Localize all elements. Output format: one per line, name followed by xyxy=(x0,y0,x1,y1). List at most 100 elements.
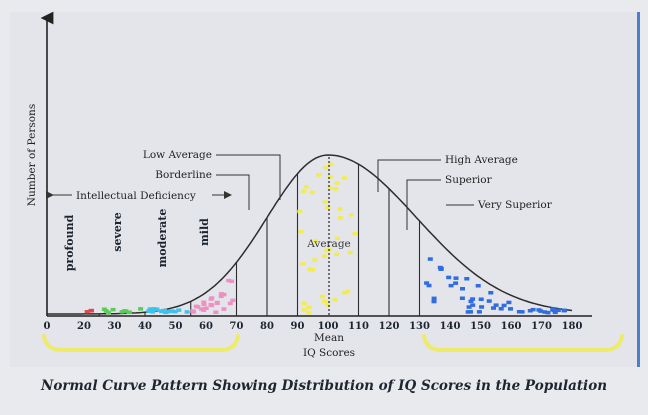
population-mark-very_superior xyxy=(424,281,430,285)
population-mark-mild xyxy=(221,307,227,311)
population-mark-severe xyxy=(119,310,125,314)
population-mark-very_superior xyxy=(453,281,459,285)
population-mark-average xyxy=(327,175,333,179)
population-mark-moderate xyxy=(176,308,182,312)
population-mark-moderate xyxy=(163,310,169,315)
population-mark-very_superior xyxy=(476,310,482,314)
population-mark-mild xyxy=(191,310,197,314)
population-mark-average xyxy=(345,289,351,294)
x-tick-label-140: 140 xyxy=(440,321,461,332)
population-mark-average xyxy=(300,262,306,266)
population-mark-average xyxy=(334,252,340,257)
population-mark-very_superior xyxy=(516,310,522,314)
population-mark-average xyxy=(301,308,307,312)
population-mark-average xyxy=(327,186,333,190)
annotation-low-average: Low Average xyxy=(143,149,212,161)
population-mark-moderate xyxy=(147,307,153,311)
population-mark-mild xyxy=(218,292,224,296)
population-mark-average xyxy=(337,207,343,211)
population-mark-severe xyxy=(110,307,116,312)
population-mark-very_superior xyxy=(431,299,437,304)
label-average: Average xyxy=(306,238,351,250)
population-mark-very_superior xyxy=(460,287,465,291)
population-mark-average xyxy=(324,248,330,253)
population-mark-very_superior xyxy=(470,297,476,301)
x-tick-label-30: 30 xyxy=(108,321,122,332)
population-mark-average xyxy=(320,294,325,299)
population-mark-very_superior xyxy=(542,310,548,314)
x-tick-label-160: 160 xyxy=(501,321,522,332)
population-mark-mild xyxy=(195,305,201,309)
population-mark-profound xyxy=(84,310,90,314)
x-tick-label-180: 180 xyxy=(562,321,583,332)
population-mark-very_superior xyxy=(438,267,444,271)
population-mark-mild xyxy=(209,303,215,308)
annotation-superior: Superior xyxy=(445,174,493,186)
population-mark-very_superior xyxy=(448,283,454,288)
population-mark-moderate xyxy=(150,307,156,312)
population-mark-severe xyxy=(103,309,109,313)
population-mark-very_superior xyxy=(545,310,551,315)
boundary-layer xyxy=(98,164,421,316)
population-mark-severe xyxy=(126,310,132,314)
population-mark-average xyxy=(337,216,343,220)
population-mark-very_superior xyxy=(506,300,512,305)
population-mark-very_superior xyxy=(562,308,567,313)
population-mark-very_superior xyxy=(426,283,432,288)
population-mark-average xyxy=(347,250,353,255)
population-mark-mild xyxy=(226,278,232,283)
population-mark-moderate xyxy=(146,309,152,313)
population-mark-very_superior xyxy=(466,305,472,309)
population-mark-average xyxy=(348,213,354,217)
population-mark-average xyxy=(306,310,312,315)
annotation-borderline: Borderline xyxy=(155,169,212,181)
label-moderate: moderate xyxy=(156,209,169,268)
population-mark-average xyxy=(342,290,348,295)
x-tick-label-50: 50 xyxy=(169,321,183,332)
population-mark-average xyxy=(323,166,329,170)
x-tick-label-90: 90 xyxy=(291,321,305,332)
superior-leader xyxy=(406,179,441,230)
right-bracket xyxy=(422,334,624,352)
population-mark-average xyxy=(312,239,318,243)
high-average-leader xyxy=(377,159,441,192)
population-mark-very_superior xyxy=(550,307,556,311)
population-mark-very_superior xyxy=(464,277,470,281)
population-mark-very_superior xyxy=(501,303,507,308)
x-tick-label-120: 120 xyxy=(379,321,400,332)
population-mark-mild xyxy=(214,300,220,305)
population-mark-very_superior xyxy=(552,310,558,315)
annotation-very-superior: Very Superior xyxy=(477,199,553,211)
tick-layer: 0 20 30 40 50 60 70 80 90 100 110 120 130 140 150 160 17… xyxy=(44,321,583,332)
left-bracket xyxy=(42,334,240,352)
label-profound: profound xyxy=(63,214,76,271)
x-tick-label-0: 0 xyxy=(44,321,51,332)
population-mark-very_superior xyxy=(479,305,485,309)
chart-panel xyxy=(10,12,640,367)
population-mark-very_superior xyxy=(486,299,492,303)
population-mark-mild xyxy=(229,279,235,283)
population-mark-very_superior xyxy=(446,275,452,280)
population-mark-mild xyxy=(201,302,207,306)
population-mark-average xyxy=(298,229,304,234)
population-mark-very_superior xyxy=(498,307,504,311)
x-tick-label-40: 40 xyxy=(138,321,152,332)
population-mark-very_superior xyxy=(491,306,496,310)
population-mark-severe xyxy=(138,307,144,311)
population-mark-average xyxy=(352,231,358,236)
population-mark-mild xyxy=(199,307,205,311)
population-mark-very_superior xyxy=(555,308,561,312)
population-mark-very_superior xyxy=(493,303,499,307)
population-mark-average xyxy=(328,162,334,167)
population-mark-mild xyxy=(213,310,219,314)
population-mark-very_superior xyxy=(470,303,476,307)
population-mark-average xyxy=(322,254,327,258)
population-mark-very_superior xyxy=(475,284,481,288)
x-tick-label-60: 60 xyxy=(199,321,213,332)
x-tick-label-70: 70 xyxy=(230,321,244,332)
population-mark-mild xyxy=(203,306,209,310)
population-mark-very_superior xyxy=(478,297,484,301)
population-mark-moderate xyxy=(150,310,156,314)
population-mark-average xyxy=(322,200,328,204)
population-mark-very_superior xyxy=(536,308,542,312)
